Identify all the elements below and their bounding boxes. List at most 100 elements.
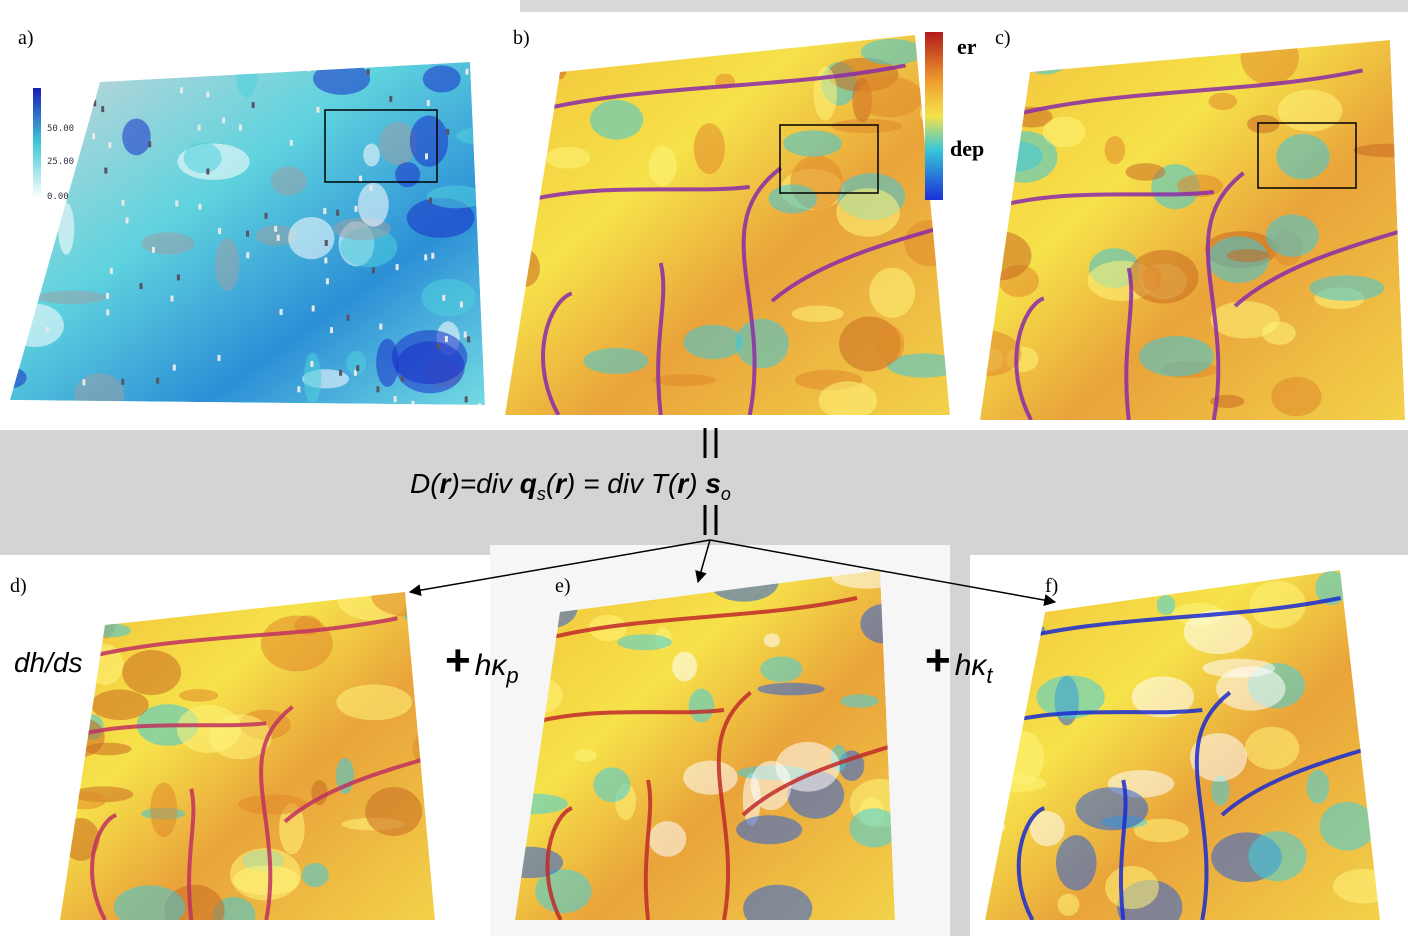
terrain-blob [1247, 115, 1279, 133]
terrain-blob [510, 117, 538, 130]
terrain-blob [271, 166, 307, 195]
data-point [177, 274, 180, 280]
data-point [48, 97, 51, 103]
data-point [445, 336, 448, 342]
terrain-blob [1307, 770, 1330, 804]
data-point [110, 268, 113, 274]
legend-label: er [957, 34, 977, 59]
data-point [290, 140, 293, 146]
terrain-blob [142, 232, 195, 254]
data-point [359, 176, 362, 182]
data-point [310, 361, 313, 367]
data-point [367, 69, 370, 75]
data-point [218, 228, 221, 234]
terrain-blob [869, 268, 915, 318]
data-point [312, 305, 315, 311]
terrain-blob [20, 49, 73, 71]
colorbar [33, 88, 41, 198]
data-point [427, 100, 430, 106]
terrain-blob [91, 690, 149, 721]
data-point [460, 301, 463, 307]
terrain-blob [1043, 116, 1086, 147]
data-point [429, 197, 432, 203]
terrain-blob [840, 694, 878, 707]
data-point [467, 336, 470, 342]
top-band [520, 0, 1408, 12]
terrain-blob [215, 238, 239, 291]
data-point [336, 210, 339, 216]
terrain-blob [235, 45, 258, 97]
data-point [323, 208, 326, 214]
data-point [46, 327, 49, 333]
data-point [446, 129, 449, 135]
terrain-blob [764, 633, 780, 647]
terrain-blob [689, 689, 714, 723]
data-point [106, 309, 109, 315]
data-point [108, 142, 111, 148]
data-point [308, 65, 311, 71]
terrain-blob [358, 183, 389, 227]
panel-label: d) [10, 575, 27, 597]
terrain-blob [1024, 46, 1069, 75]
data-point [325, 240, 328, 246]
data-point [339, 370, 342, 376]
terrain-blob [74, 373, 124, 415]
data-point [465, 69, 468, 75]
terrain-blob [683, 325, 743, 359]
data-point [356, 365, 359, 371]
data-point [175, 200, 178, 206]
terrain-blob [1004, 731, 1045, 784]
data-point [222, 117, 225, 123]
divider [950, 545, 970, 936]
data-point [173, 365, 176, 371]
data-point [171, 296, 174, 302]
terrain-blob [617, 634, 671, 650]
terrain-blob [1210, 301, 1279, 339]
terrain-blob [184, 143, 222, 174]
terrain-blob [179, 689, 218, 702]
terrain-blob [1333, 869, 1395, 904]
terrain-blob [1266, 214, 1319, 256]
terrain-blob [489, 78, 550, 123]
eq-part: T( [651, 468, 680, 499]
data-point [346, 315, 349, 321]
terrain-blob [652, 374, 716, 387]
data-point [148, 141, 151, 147]
data-point [140, 283, 143, 289]
terrain-blob [1271, 377, 1321, 416]
data-point [437, 344, 440, 350]
terrain-blob [363, 144, 380, 167]
data-point [50, 63, 53, 69]
terrain-blob [965, 816, 1005, 836]
term-sign: + [445, 636, 471, 685]
data-point [280, 309, 283, 315]
terrain-blob [58, 203, 74, 255]
terrain-blob [150, 783, 177, 838]
terrain-blob [395, 162, 420, 187]
terrain-blob [37, 290, 107, 304]
data-point [376, 386, 379, 392]
data-point [122, 200, 125, 206]
eq-part: ) = div [563, 468, 651, 499]
terrain-blob [313, 62, 370, 95]
data-point [156, 378, 159, 384]
data-point [394, 396, 397, 402]
terrain-blob [593, 767, 630, 802]
terrain-blob [1320, 802, 1375, 851]
equation: D(r)=div qs(r) = div T(r) so [410, 468, 731, 504]
data-point [442, 295, 445, 301]
terrain-blob [1056, 835, 1097, 890]
terrain-blob [951, 331, 1022, 377]
terrain-blob [1105, 866, 1159, 909]
data-point [126, 217, 129, 223]
term-symbol: hκ [955, 649, 989, 682]
terrain-blob [1076, 787, 1149, 830]
data-point [28, 107, 31, 113]
terrain-blob [649, 146, 677, 186]
eq-part: s [705, 468, 721, 499]
terrain-blob [990, 141, 1043, 172]
terrain-blob [856, 76, 923, 117]
data-point [277, 235, 280, 241]
terrain-blob [976, 736, 995, 769]
eq-part: D( [410, 468, 442, 499]
